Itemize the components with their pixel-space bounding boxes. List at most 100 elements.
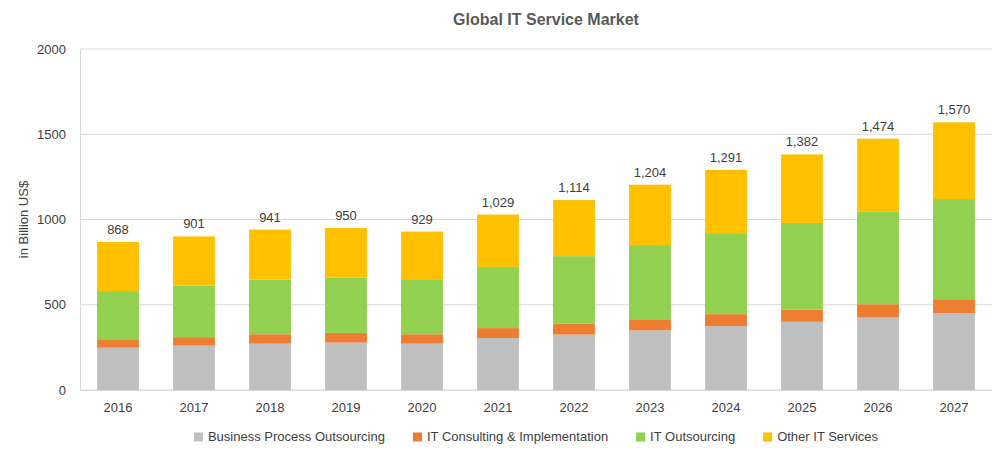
bar bbox=[781, 310, 823, 322]
bar bbox=[97, 348, 139, 390]
legend-swatch bbox=[413, 433, 422, 442]
bar bbox=[933, 199, 975, 299]
bar bbox=[477, 267, 519, 328]
y-tick-label: 0 bbox=[59, 383, 66, 398]
x-tick-label: 2025 bbox=[788, 400, 817, 415]
legend-label: IT Outsourcing bbox=[650, 429, 735, 444]
bar bbox=[705, 170, 747, 234]
bar bbox=[97, 242, 139, 291]
total-label: 950 bbox=[335, 208, 357, 223]
bar bbox=[933, 299, 975, 313]
x-tick: 2020 bbox=[408, 390, 437, 415]
bar bbox=[629, 319, 671, 330]
total-label: 1,204 bbox=[634, 165, 667, 180]
x-tick: 2017 bbox=[180, 390, 209, 415]
series-bars bbox=[97, 299, 975, 347]
x-axis: 2016201720182019202020212022202320242025… bbox=[81, 390, 993, 415]
bar bbox=[781, 322, 823, 390]
x-tick: 2025 bbox=[788, 390, 817, 415]
x-tick: 2022 bbox=[560, 390, 589, 415]
total-label: 1,474 bbox=[862, 119, 895, 134]
total-label: 868 bbox=[107, 222, 129, 237]
bar bbox=[629, 330, 671, 390]
x-tick-label: 2021 bbox=[484, 400, 513, 415]
bar bbox=[553, 324, 595, 335]
x-tick-label: 2022 bbox=[560, 400, 589, 415]
y-tick-label: 500 bbox=[44, 297, 66, 312]
bar bbox=[553, 200, 595, 256]
total-label: 929 bbox=[411, 212, 433, 227]
bar bbox=[705, 234, 747, 314]
y-tick: 2000 bbox=[37, 42, 80, 57]
bar bbox=[401, 344, 443, 390]
total-label: 1,382 bbox=[786, 134, 819, 149]
x-tick: 2019 bbox=[332, 390, 361, 415]
bar bbox=[249, 344, 291, 390]
x-tick: 2018 bbox=[256, 390, 285, 415]
y-axis: 0 500 1000 1500 2000 bbox=[37, 42, 80, 398]
x-tick-label: 2017 bbox=[180, 400, 209, 415]
total-label: 1,570 bbox=[938, 102, 971, 117]
total-labels: 8689019419509291,0291,1141,2041,2911,382… bbox=[107, 102, 970, 237]
y-tick-label: 1000 bbox=[37, 212, 66, 227]
bar bbox=[325, 343, 367, 390]
bar bbox=[857, 211, 899, 304]
y-tick-label: 1500 bbox=[37, 127, 66, 142]
bar bbox=[401, 232, 443, 280]
bar bbox=[401, 334, 443, 343]
total-label: 1,291 bbox=[710, 150, 743, 165]
bar bbox=[629, 185, 671, 245]
y-axis-line bbox=[80, 50, 81, 391]
bar bbox=[781, 223, 823, 310]
y-tick: 0 bbox=[59, 383, 80, 398]
bar bbox=[705, 314, 747, 326]
bar bbox=[97, 291, 139, 340]
bar bbox=[857, 139, 899, 212]
x-tick-label: 2023 bbox=[636, 400, 665, 415]
legend-item: Business Process Outsourcing bbox=[194, 429, 385, 444]
bar bbox=[857, 318, 899, 390]
bar bbox=[173, 337, 215, 346]
legend-label: Business Process Outsourcing bbox=[208, 429, 385, 444]
series-bars bbox=[97, 122, 975, 291]
x-tick-label: 2026 bbox=[864, 400, 893, 415]
x-tick: 2027 bbox=[940, 390, 969, 415]
x-tick-label: 2018 bbox=[256, 400, 285, 415]
total-label: 901 bbox=[183, 216, 205, 231]
legend-label: Other IT Services bbox=[777, 429, 878, 444]
x-tick-label: 2016 bbox=[104, 400, 133, 415]
bar bbox=[249, 280, 291, 335]
bar bbox=[553, 335, 595, 390]
legend: Business Process Outsourcing IT Consultin… bbox=[194, 429, 879, 444]
bar bbox=[477, 328, 519, 338]
bars bbox=[97, 122, 975, 390]
total-label: 1,114 bbox=[558, 180, 590, 195]
x-axis-line bbox=[81, 390, 993, 391]
grid-line bbox=[80, 134, 992, 135]
bar bbox=[781, 154, 823, 223]
y-tick-label: 2000 bbox=[37, 42, 66, 57]
x-tick: 2026 bbox=[864, 390, 893, 415]
title: Global IT Service Market bbox=[453, 11, 640, 28]
bar bbox=[477, 338, 519, 390]
legend-item: IT Consulting & Implementation bbox=[413, 429, 608, 444]
bar bbox=[553, 256, 595, 324]
y-axis-title: in Billion US$ bbox=[16, 180, 31, 258]
legend-label: IT Consulting & Implementation bbox=[427, 429, 608, 444]
bar bbox=[249, 334, 291, 343]
legend-item: Other IT Services bbox=[763, 429, 878, 444]
bar bbox=[173, 346, 215, 390]
grid-line bbox=[80, 390, 992, 391]
series-bars bbox=[97, 199, 975, 340]
bar bbox=[325, 277, 367, 332]
bar bbox=[629, 245, 671, 319]
y-tick: 1500 bbox=[37, 127, 80, 142]
x-tick: 2016 bbox=[104, 390, 133, 415]
x-tick: 2021 bbox=[484, 390, 513, 415]
total-label: 1,029 bbox=[482, 195, 515, 210]
grid-line bbox=[80, 219, 992, 220]
x-tick-label: 2019 bbox=[332, 400, 361, 415]
chart: 0 500 1000 1500 2000 2016 2017 2018 2019 2020 2021… bbox=[0, 0, 1000, 457]
legend-swatch bbox=[763, 433, 772, 442]
bar bbox=[97, 340, 139, 348]
